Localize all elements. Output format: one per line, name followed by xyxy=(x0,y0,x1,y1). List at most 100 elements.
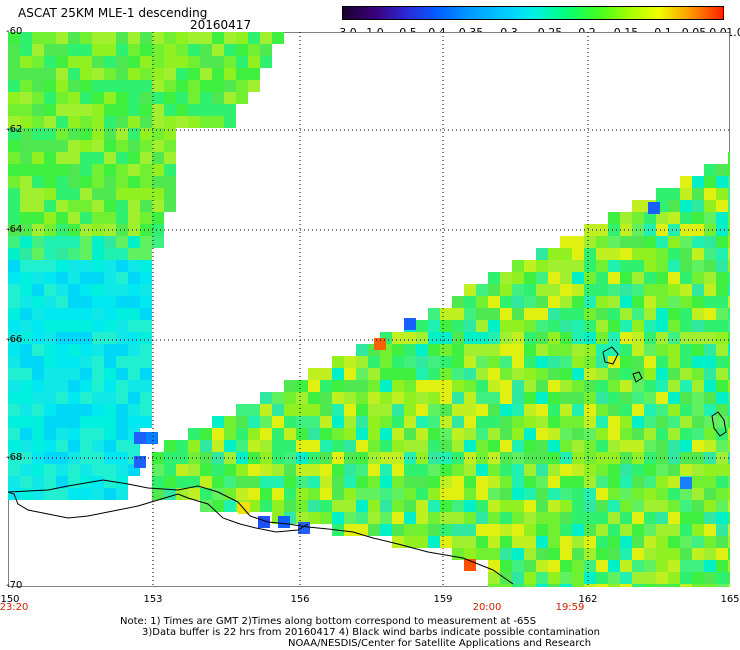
data-cell xyxy=(200,464,212,476)
latitude-label: -60 xyxy=(6,26,23,37)
data-cell xyxy=(680,560,692,572)
data-cell xyxy=(152,176,164,188)
data-cell xyxy=(32,308,44,320)
data-cell xyxy=(380,380,392,392)
data-cell xyxy=(668,248,680,260)
data-cell xyxy=(356,452,368,464)
data-cell xyxy=(236,428,248,440)
data-cell xyxy=(92,56,104,68)
data-cell xyxy=(68,332,80,344)
data-cell xyxy=(296,488,308,500)
data-cell xyxy=(152,236,164,248)
data-cell xyxy=(548,512,560,524)
data-cell xyxy=(716,236,728,248)
data-cell xyxy=(680,200,692,212)
data-cell xyxy=(488,428,500,440)
data-cell xyxy=(668,452,680,464)
data-cell xyxy=(668,200,680,212)
data-cell xyxy=(20,248,32,260)
data-cell xyxy=(716,392,728,404)
data-cell xyxy=(596,236,608,248)
data-cell xyxy=(92,32,104,44)
data-cell xyxy=(224,80,236,92)
data-cell xyxy=(92,68,104,80)
data-cell xyxy=(8,356,20,368)
data-cell xyxy=(428,392,440,404)
data-cell xyxy=(536,476,548,488)
data-cell xyxy=(668,236,680,248)
data-cell xyxy=(644,428,656,440)
data-cell xyxy=(620,524,632,536)
data-cell xyxy=(176,452,188,464)
data-cell xyxy=(32,188,44,200)
data-cell xyxy=(56,188,68,200)
data-cell xyxy=(104,140,116,152)
data-cell xyxy=(620,428,632,440)
data-cell xyxy=(560,236,572,248)
latitude-label: -64 xyxy=(6,224,23,235)
data-cell xyxy=(260,440,272,452)
data-cell xyxy=(140,212,152,224)
data-cell xyxy=(512,452,524,464)
data-cell xyxy=(128,296,140,308)
data-cell xyxy=(44,164,56,176)
data-cell xyxy=(428,500,440,512)
data-cell xyxy=(92,164,104,176)
data-cell xyxy=(572,488,584,500)
data-cell xyxy=(104,176,116,188)
data-cell xyxy=(608,572,620,584)
data-cell xyxy=(176,464,188,476)
data-cell xyxy=(104,68,116,80)
data-cell xyxy=(548,296,560,308)
data-cell xyxy=(656,464,668,476)
data-cell xyxy=(692,200,704,212)
data-cell xyxy=(716,308,728,320)
data-cell xyxy=(656,500,668,512)
data-cell xyxy=(258,516,270,528)
data-cell xyxy=(20,272,32,284)
data-cell xyxy=(356,464,368,476)
data-cell xyxy=(572,500,584,512)
data-cell xyxy=(560,548,572,560)
data-cell xyxy=(512,356,524,368)
data-cell xyxy=(680,572,692,584)
data-cell xyxy=(332,488,344,500)
data-cell xyxy=(128,284,140,296)
coastline-island-2 xyxy=(632,371,643,383)
data-cell xyxy=(20,476,32,488)
data-cell xyxy=(404,428,416,440)
data-cell xyxy=(56,404,68,416)
data-cell xyxy=(380,476,392,488)
data-cell xyxy=(296,440,308,452)
data-cell xyxy=(644,548,656,560)
data-cell xyxy=(140,380,152,392)
data-cell xyxy=(104,152,116,164)
data-cell xyxy=(152,488,164,500)
data-cell xyxy=(620,368,632,380)
data-cell xyxy=(716,380,728,392)
data-cell xyxy=(116,68,128,80)
data-cell xyxy=(344,380,356,392)
data-cell xyxy=(20,392,32,404)
data-cell xyxy=(140,188,152,200)
data-cell xyxy=(272,452,284,464)
data-cell xyxy=(308,368,320,380)
data-cell xyxy=(164,32,176,44)
data-cell xyxy=(716,548,728,560)
data-cell xyxy=(512,524,524,536)
data-cell xyxy=(296,416,308,428)
data-cell xyxy=(164,464,176,476)
data-cell xyxy=(80,356,92,368)
data-cell xyxy=(128,200,140,212)
latitude-label: -70 xyxy=(6,580,23,591)
data-cell xyxy=(368,452,380,464)
data-cell xyxy=(620,512,632,524)
data-cell xyxy=(56,416,68,428)
data-cell xyxy=(224,116,236,128)
data-cell xyxy=(680,392,692,404)
data-cell xyxy=(452,488,464,500)
data-cell xyxy=(80,380,92,392)
data-cell xyxy=(68,380,80,392)
data-cell xyxy=(560,380,572,392)
data-cell xyxy=(704,188,716,200)
